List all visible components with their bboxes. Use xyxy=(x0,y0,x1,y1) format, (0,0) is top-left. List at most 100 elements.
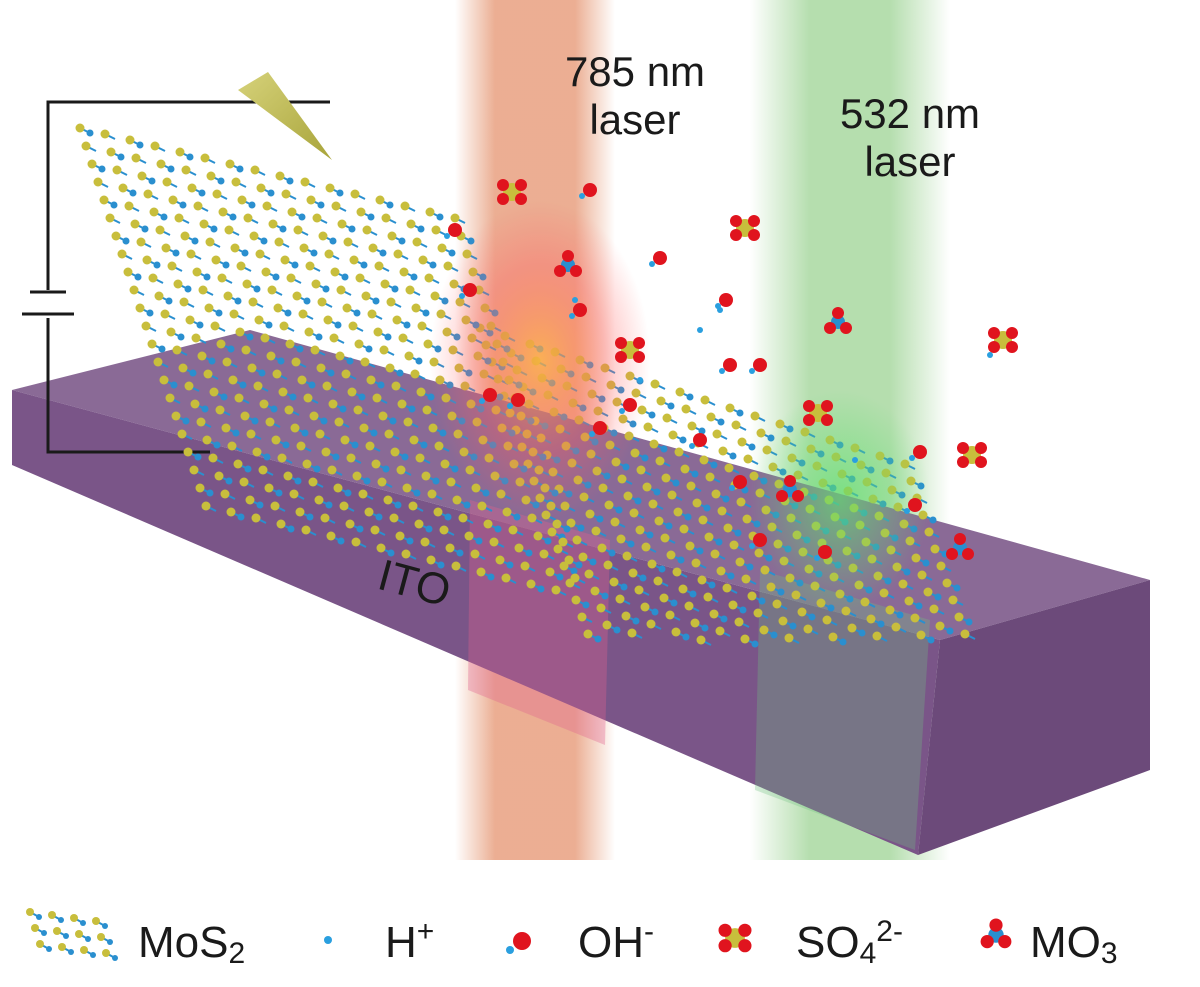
sulfur-atom xyxy=(427,489,437,499)
so4-oxygen xyxy=(803,400,815,412)
molybdenum-atom xyxy=(351,441,359,449)
molybdenum-atom xyxy=(206,489,214,497)
sulfur-atom xyxy=(759,625,769,635)
electrode-tip xyxy=(238,72,332,160)
sulfur-atom xyxy=(177,429,187,439)
sulfur-atom xyxy=(723,523,733,533)
sulfur-atom xyxy=(105,213,115,223)
sulfur-atom xyxy=(367,309,377,319)
sulfur-atom xyxy=(622,551,632,561)
molybdenum-atom xyxy=(739,606,747,614)
sulfur-atom xyxy=(171,411,181,421)
sulfur-atom xyxy=(742,514,752,524)
sulfur-atom xyxy=(596,603,606,613)
so4-oxygen xyxy=(633,337,645,349)
oh-hydrogen xyxy=(459,293,465,299)
sulfur-atom xyxy=(597,543,607,553)
sulfur-atom xyxy=(389,513,399,523)
sulfur-atom xyxy=(960,629,970,639)
molybdenum-atom xyxy=(110,201,118,209)
oh-hydrogen xyxy=(569,313,575,319)
sulfur-atom xyxy=(421,471,431,481)
sulfur-atom xyxy=(578,552,588,562)
molybdenum-atom xyxy=(417,225,425,233)
molybdenum-atom xyxy=(613,626,621,634)
so4-oxygen xyxy=(730,215,742,227)
sulfur-atom xyxy=(545,567,555,577)
sulfur-atom xyxy=(189,465,199,475)
sulfur-atom xyxy=(323,315,333,325)
so4-legend-label: SO42- xyxy=(796,915,903,973)
sulfur-atom xyxy=(311,279,321,289)
sulfur-atom xyxy=(387,231,397,241)
molybdenum-atom xyxy=(208,357,216,365)
molybdenum-atom xyxy=(487,573,495,581)
sulfur-atom xyxy=(330,267,340,277)
so4-oxygen xyxy=(988,341,1000,353)
sulfur-atom xyxy=(935,621,945,631)
sulfur-atom xyxy=(305,261,315,271)
sulfur-atom xyxy=(731,420,741,430)
sulfur-atom xyxy=(259,399,269,409)
sulfur-atom xyxy=(281,189,291,199)
molybdenum-atom xyxy=(313,465,321,473)
legend-molybdenum xyxy=(68,949,74,955)
molybdenum-atom xyxy=(444,513,452,521)
sulfur-atom xyxy=(559,561,569,571)
sulfur-atom xyxy=(662,413,672,423)
legend-sulfur xyxy=(31,924,39,932)
molybdenum-atom xyxy=(544,537,552,545)
molybdenum-atom xyxy=(506,561,514,569)
molybdenum-atom xyxy=(298,213,306,221)
sulfur-atom xyxy=(341,369,351,379)
sulfur-atom xyxy=(162,177,172,187)
legend-molybdenum xyxy=(63,933,69,939)
molybdenum-atom xyxy=(182,417,190,425)
sulfur-atom xyxy=(366,375,376,385)
molybdenum-atom xyxy=(260,237,268,245)
sulfur-atom xyxy=(724,463,734,473)
molybdenum-atom xyxy=(289,393,297,401)
legend-sulfur xyxy=(26,908,34,916)
molybdenum-atom xyxy=(186,153,194,161)
sulfur-atom xyxy=(117,249,127,259)
sulfur-atom xyxy=(736,497,746,507)
sulfur-atom xyxy=(760,565,770,575)
oh-hydrogen xyxy=(479,398,485,404)
sulfur-atom xyxy=(225,159,235,169)
so4-oxygen xyxy=(497,179,509,191)
molybdenum-atom xyxy=(86,129,94,137)
sulfur-atom xyxy=(306,195,316,205)
sulfur-atom xyxy=(885,605,895,615)
sulfur-atom xyxy=(197,351,207,361)
molybdenum-atom xyxy=(237,513,245,521)
sulfur-atom xyxy=(397,399,407,409)
molybdenum-atom xyxy=(241,249,249,257)
sulfur-atom xyxy=(673,507,683,517)
sulfur-atom xyxy=(268,219,278,229)
oh-hydrogen xyxy=(729,485,735,491)
mo3-legend-icon xyxy=(980,918,1012,949)
sulfur-atom xyxy=(228,375,238,385)
sulfur-atom xyxy=(205,237,215,247)
sulfur-atom xyxy=(572,535,582,545)
molybdenum-atom xyxy=(294,477,302,485)
so4-oxygen xyxy=(615,351,627,363)
sulfur-atom xyxy=(298,309,308,319)
so4-oxygen xyxy=(730,229,742,241)
sulfur-atom xyxy=(552,519,562,529)
molybdenum-atom xyxy=(275,489,283,497)
sulfur-atom xyxy=(671,627,681,637)
oh-hydrogen xyxy=(689,443,695,449)
molybdenum-atom xyxy=(256,501,264,509)
molybdenum-atom xyxy=(677,556,685,564)
sulfur-atom xyxy=(384,429,394,439)
sulfur-atom xyxy=(362,225,372,235)
molybdenum-atom xyxy=(915,602,923,610)
sulfur-atom xyxy=(571,595,581,605)
sulfur-atom xyxy=(371,459,381,469)
molybdenum-atom xyxy=(248,201,256,209)
molybdenum-atom xyxy=(620,583,628,591)
molybdenum-atom xyxy=(965,618,973,626)
